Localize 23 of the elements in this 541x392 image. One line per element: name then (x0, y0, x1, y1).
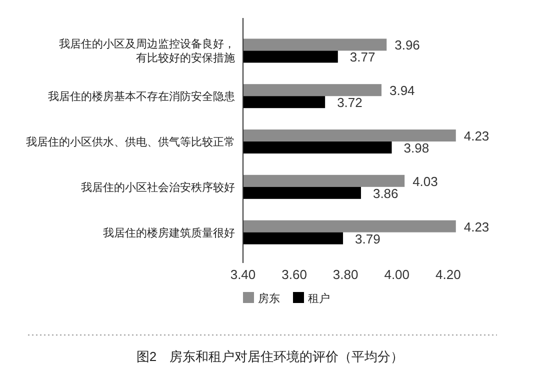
y-tick-label: 我居住的小区及周边监控设备良好，有比较好的安保措施 (59, 38, 235, 65)
data-label: 3.79 (355, 231, 380, 246)
data-label: 3.86 (372, 186, 398, 201)
x-tick-label: 3.40 (230, 267, 256, 282)
legend-label: 租户 (308, 292, 330, 305)
data-label: 4.23 (464, 128, 490, 144)
x-tick-label: 4.20 (436, 267, 461, 282)
data-label: 3.98 (404, 140, 430, 156)
data-label: 3.77 (350, 50, 376, 65)
text: 图2 房东和租户对居住环境的评价（平均分） (136, 349, 404, 364)
data-label: 3.94 (389, 83, 415, 98)
x-tick-label: 4.00 (384, 267, 410, 282)
x-tick-label: 3.80 (332, 267, 358, 282)
y-tick-label: 我居住的楼房基本不存在消防安全隐患 (48, 90, 235, 104)
data-label: 4.03 (412, 174, 438, 189)
data-label: 4.23 (464, 219, 490, 234)
y-tick-label: 我居住的小区供水、供电、供气等比较正常 (26, 136, 235, 148)
x-tick-label: 3.60 (282, 267, 307, 282)
y-tick-label: 我居住的楼房建筑质量很好 (103, 226, 235, 240)
legend-label: 房东 (258, 292, 280, 305)
data-label: 3.96 (394, 38, 420, 53)
y-tick-label: 我居住的小区社会治安秩序较好 (81, 180, 235, 194)
data-label: 3.72 (337, 95, 362, 110)
